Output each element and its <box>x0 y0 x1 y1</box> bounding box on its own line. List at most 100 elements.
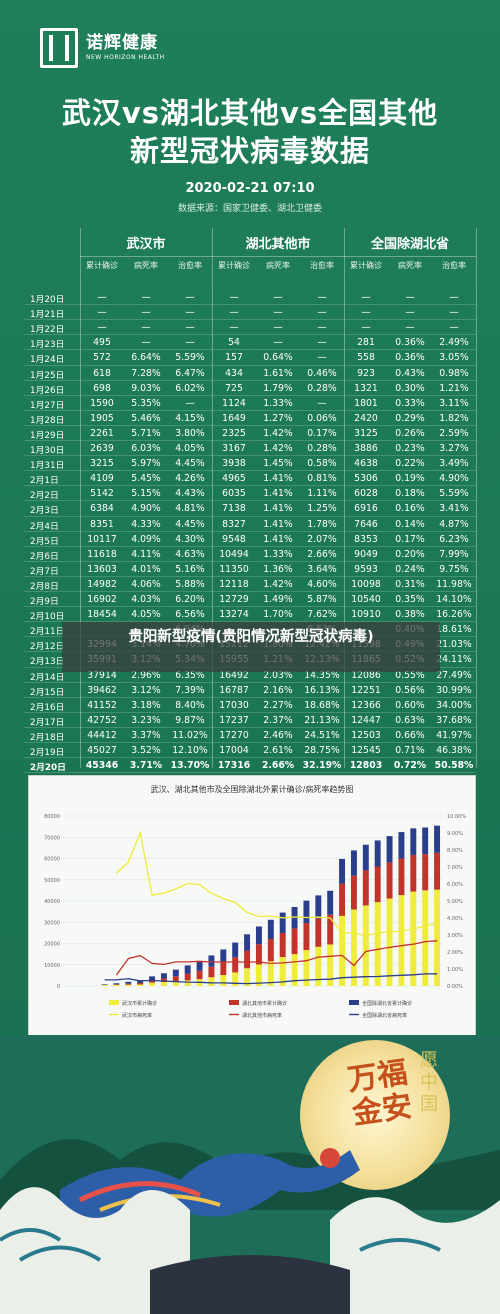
bar-segment <box>172 981 179 986</box>
column-subheader: 累计确诊 <box>86 261 118 270</box>
row-divider <box>24 455 476 457</box>
table-cell: — <box>317 397 327 409</box>
row-date: 2月7日 <box>30 566 59 577</box>
row-date: 2月14日 <box>30 672 65 683</box>
table-cell: 1.42% <box>263 443 293 454</box>
table-cell: 27.49% <box>436 669 472 681</box>
legend-label: 武汉市病死率 <box>122 1012 152 1019</box>
bar-segment <box>125 984 132 986</box>
table-cell: 18.68% <box>304 699 340 711</box>
column-subheader: 治愈率 <box>178 261 202 270</box>
poster-title-line1: 武汉vs湖北其他vs全国其他 <box>61 96 439 130</box>
brand-logo: 诺辉健康 NEW HORIZON HEALTH <box>40 28 165 68</box>
bar-segment <box>125 981 132 984</box>
table-cell: 0.24% <box>395 563 425 575</box>
table-cell: 2.49% <box>439 337 469 349</box>
table-cell: 4965 <box>222 473 246 485</box>
table-cell: 44412 <box>87 729 117 741</box>
column-subheader: 病死率 <box>398 261 422 270</box>
table-cell: 16902 <box>87 594 117 605</box>
table-cell: 9.87% <box>175 714 205 726</box>
table-cell: 50.58% <box>434 760 474 772</box>
bar-segment <box>350 875 357 910</box>
bar-segment <box>279 932 286 958</box>
table-cell: 5.35% <box>131 397 161 409</box>
table-cell: 0.36% <box>395 352 425 364</box>
bar-segment <box>374 866 381 903</box>
y-right-tick: 5.00% <box>447 899 463 905</box>
chart-canvas: 80000 70000 60000 50000 40000 30000 20000 10000… <box>44 814 466 1019</box>
table-cell: 14.35% <box>304 669 340 681</box>
table-cell: 0.16% <box>395 503 425 515</box>
table-cell: 3.71% <box>129 760 163 772</box>
table-cell: 6.35% <box>175 669 205 681</box>
chart-title: 武汉、湖北其他市及全国除湖北外累计确诊/病死率趋势图 <box>150 785 354 794</box>
brand-name-en: NEW HORIZON HEALTH <box>86 54 165 61</box>
table-cell: 10494 <box>219 548 249 560</box>
bar-segment <box>279 957 286 986</box>
bar-segment <box>410 854 417 892</box>
bar-segment <box>244 950 251 969</box>
bar-segment <box>398 895 405 986</box>
table-cell: 3.18% <box>131 699 161 711</box>
bar-segment <box>137 982 144 985</box>
table-cell: 12803 <box>349 760 383 772</box>
table-cell: 0.22% <box>395 458 425 470</box>
bar-segment <box>255 944 262 965</box>
table-cell: 12251 <box>351 684 381 696</box>
row-date: 1月24日 <box>30 355 65 366</box>
table-cell: 4638 <box>354 458 378 470</box>
column-subheader: 病死率 <box>266 261 290 270</box>
row-divider <box>24 470 476 472</box>
table-cell: 1.78% <box>307 518 337 530</box>
bar-segment <box>101 984 108 986</box>
table-cell: 8353 <box>354 533 378 545</box>
row-divider <box>24 334 476 336</box>
table-cell: 3.12% <box>131 684 161 696</box>
column-divider <box>80 228 81 768</box>
table-cell: 3.37% <box>131 729 161 741</box>
table-cell: 1.70% <box>263 609 293 621</box>
legend-label: 武汉市累计确诊 <box>122 1000 157 1007</box>
bar-segment <box>172 969 179 977</box>
table-cell: 6.64% <box>131 352 161 364</box>
table-cell: 46.38% <box>436 745 472 756</box>
row-date: 2月10日 <box>30 612 65 623</box>
table-cell: 1.42% <box>263 427 293 439</box>
row-date: 2月5日 <box>30 536 59 547</box>
group-header: 湖北其他市 <box>212 228 344 257</box>
table-cell: 495 <box>93 337 111 349</box>
bar-segment <box>291 906 298 929</box>
table-cell: 5.46% <box>131 412 161 424</box>
table-cell: 0.31% <box>395 578 425 590</box>
poster-title-line2: 新型冠状病毒数据 <box>129 134 370 168</box>
table-cell: 17316 <box>217 760 251 772</box>
group-header: 全国除湖北省 <box>344 228 476 257</box>
table-cell: 45346 <box>85 760 119 772</box>
row-divider <box>24 575 476 577</box>
table-cell: 24.51% <box>304 729 340 741</box>
bar-segment <box>160 978 167 982</box>
table-cell: 558 <box>357 352 375 364</box>
table-cell: 7138 <box>222 503 246 515</box>
table-cell: — <box>449 292 459 303</box>
table-cell: 11.98% <box>436 578 472 590</box>
table-cell: — <box>97 307 107 319</box>
table-cell: 5.59% <box>439 488 469 500</box>
table-cell: 3.23% <box>131 714 161 726</box>
table-cell: — <box>141 337 151 349</box>
table-cell: 17030 <box>219 699 249 711</box>
row-divider <box>24 364 476 366</box>
bar-segment <box>410 891 417 986</box>
table-cell: 34.00% <box>436 699 472 711</box>
table-cell: — <box>273 322 283 334</box>
bar-segment <box>255 926 262 945</box>
table-cell: 3.27% <box>439 443 469 454</box>
y-left-tick: 80000 <box>44 814 60 820</box>
blessing-calligraphy: 万福金安 <box>345 1055 415 1132</box>
bar-segment <box>339 858 346 884</box>
legend-label: 湖北其他市累计确诊 <box>242 1000 287 1007</box>
table-cell: 1.36% <box>263 563 293 575</box>
table-cell: 7646 <box>354 518 378 530</box>
table-cell: 0.66% <box>395 729 425 741</box>
